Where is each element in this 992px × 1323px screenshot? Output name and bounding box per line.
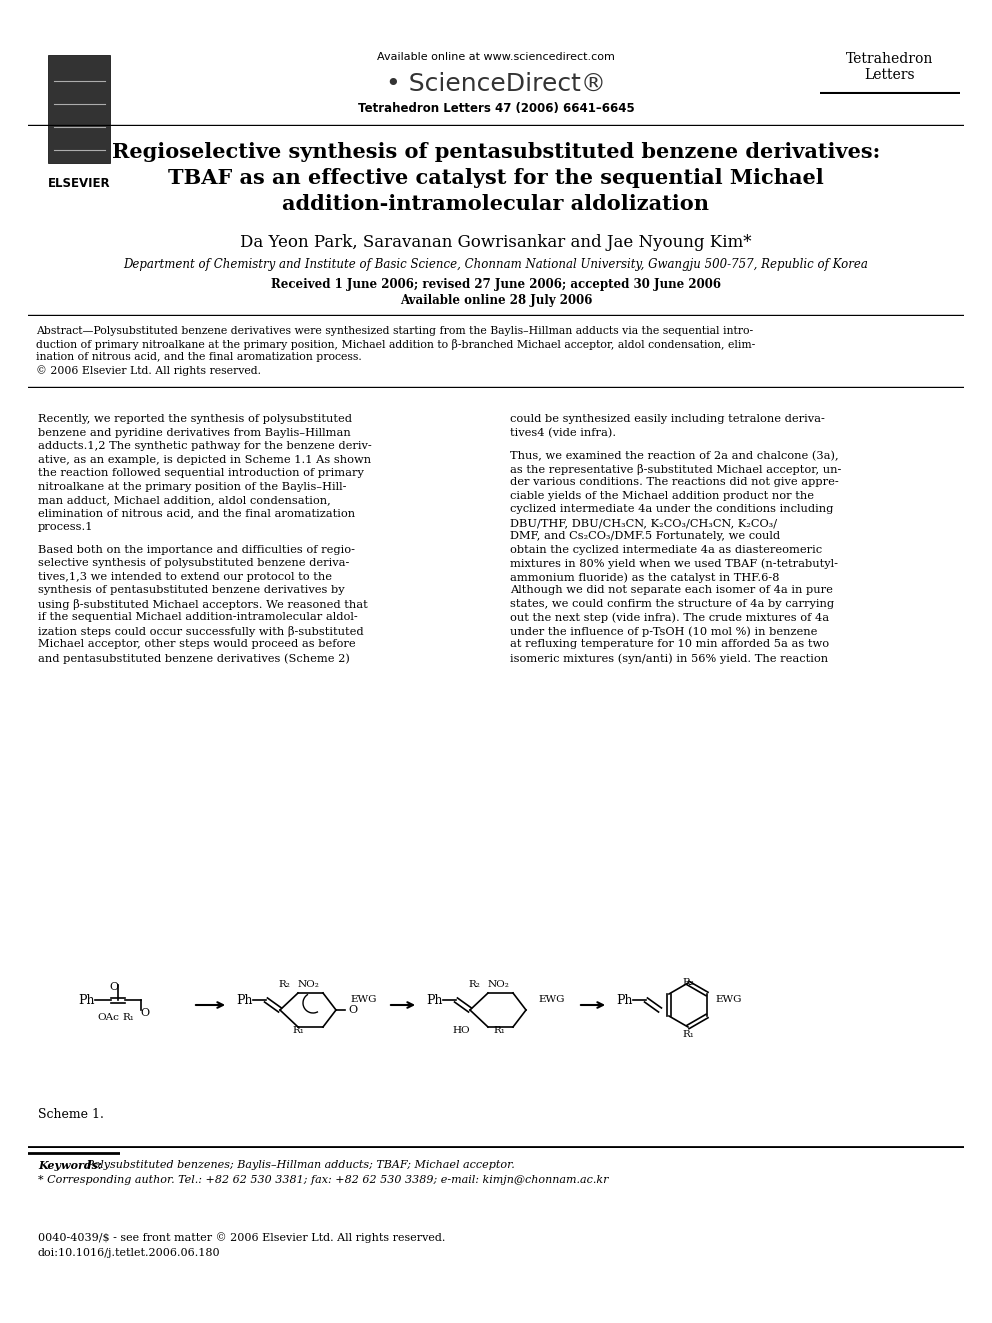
Text: isomeric mixtures (syn/anti) in 56% yield. The reaction: isomeric mixtures (syn/anti) in 56% yiel… <box>510 654 828 664</box>
Text: Tetrahedron Letters 47 (2006) 6641–6645: Tetrahedron Letters 47 (2006) 6641–6645 <box>358 102 634 115</box>
Text: cyclized intermediate 4a under the conditions including: cyclized intermediate 4a under the condi… <box>510 504 833 515</box>
Text: Regioselective synthesis of pentasubstituted benzene derivatives:: Regioselective synthesis of pentasubstit… <box>112 142 880 161</box>
Text: selective synthesis of polysubstituted benzene deriva-: selective synthesis of polysubstituted b… <box>38 558 349 569</box>
Text: Received 1 June 2006; revised 27 June 2006; accepted 30 June 2006: Received 1 June 2006; revised 27 June 20… <box>271 278 721 291</box>
Text: R₁: R₁ <box>122 1012 134 1021</box>
Text: Abstract—Polysubstituted benzene derivatives were synthesized starting from the : Abstract—Polysubstituted benzene derivat… <box>36 325 753 336</box>
Text: ination of nitrous acid, and the final aromatization process.: ination of nitrous acid, and the final a… <box>36 352 362 363</box>
Polygon shape <box>49 56 109 163</box>
Text: Although we did not separate each isomer of 4a in pure: Although we did not separate each isomer… <box>510 586 833 595</box>
Text: Tetrahedron: Tetrahedron <box>846 52 933 66</box>
Text: ative, as an example, is depicted in Scheme 1.1 As shown: ative, as an example, is depicted in Sch… <box>38 455 371 464</box>
Text: EWG: EWG <box>715 995 741 1004</box>
Text: R₁: R₁ <box>682 1031 694 1039</box>
Text: NO₂: NO₂ <box>488 980 510 990</box>
Text: using β-substituted Michael acceptors. We reasoned that: using β-substituted Michael acceptors. W… <box>38 599 368 610</box>
Text: DBU/THF, DBU/CH₃CN, K₂CO₃/CH₃CN, K₂CO₃/: DBU/THF, DBU/CH₃CN, K₂CO₃/CH₃CN, K₂CO₃/ <box>510 517 777 528</box>
Text: as the representative β-substituted Michael acceptor, un-: as the representative β-substituted Mich… <box>510 464 841 475</box>
Text: adducts.1,2 The synthetic pathway for the benzene deriv-: adducts.1,2 The synthetic pathway for th… <box>38 441 372 451</box>
Text: Based both on the importance and difficulties of regio-: Based both on the importance and difficu… <box>38 545 355 554</box>
Text: Department of Chemistry and Institute of Basic Science, Chonnam National Univers: Department of Chemistry and Institute of… <box>124 258 868 271</box>
Text: the reaction followed sequential introduction of primary: the reaction followed sequential introdu… <box>38 468 364 478</box>
Text: NO₂: NO₂ <box>298 980 319 990</box>
Text: O: O <box>109 982 119 992</box>
Text: DMF, and Cs₂CO₃/DMF.5 Fortunately, we could: DMF, and Cs₂CO₃/DMF.5 Fortunately, we co… <box>510 532 780 541</box>
Text: could be synthesized easily including tetralone deriva-: could be synthesized easily including te… <box>510 414 825 423</box>
Text: man adduct, Michael addition, aldol condensation,: man adduct, Michael addition, aldol cond… <box>38 495 330 505</box>
Text: R₂: R₂ <box>682 978 694 987</box>
Text: duction of primary nitroalkane at the primary position, Michael addition to β-br: duction of primary nitroalkane at the pr… <box>36 339 755 351</box>
Text: 0040-4039/$ - see front matter © 2006 Elsevier Ltd. All rights reserved.: 0040-4039/$ - see front matter © 2006 El… <box>38 1232 445 1242</box>
Text: Recently, we reported the synthesis of polysubstituted: Recently, we reported the synthesis of p… <box>38 414 352 423</box>
Text: R₂: R₂ <box>278 980 290 990</box>
Text: Thus, we examined the reaction of 2a and chalcone (3a),: Thus, we examined the reaction of 2a and… <box>510 450 838 460</box>
Text: obtain the cyclized intermediate 4a as diastereomeric: obtain the cyclized intermediate 4a as d… <box>510 545 822 554</box>
Text: out the next step (vide infra). The crude mixtures of 4a: out the next step (vide infra). The crud… <box>510 613 829 623</box>
Text: benzene and pyridine derivatives from Baylis–Hillman: benzene and pyridine derivatives from Ba… <box>38 427 351 438</box>
Text: R₁: R₁ <box>292 1027 304 1035</box>
Text: ELSEVIER: ELSEVIER <box>48 177 110 189</box>
Text: Keywords:: Keywords: <box>38 1160 102 1171</box>
Text: and pentasubstituted benzene derivatives (Scheme 2): and pentasubstituted benzene derivatives… <box>38 654 350 664</box>
Text: ammonium fluoride) as the catalyst in THF.6-8: ammonium fluoride) as the catalyst in TH… <box>510 572 780 582</box>
Text: Available online 28 July 2006: Available online 28 July 2006 <box>400 294 592 307</box>
Text: O: O <box>348 1005 357 1015</box>
Text: TBAF as an effective catalyst for the sequential Michael: TBAF as an effective catalyst for the se… <box>168 168 824 188</box>
Text: Ph: Ph <box>616 994 633 1007</box>
Text: tives,1,3 we intended to extend our protocol to the: tives,1,3 we intended to extend our prot… <box>38 572 332 582</box>
Text: Ph: Ph <box>236 994 253 1007</box>
Text: if the sequential Michael addition-intramolecular aldol-: if the sequential Michael addition-intra… <box>38 613 358 622</box>
Text: * Corresponding author. Tel.: +82 62 530 3381; fax: +82 62 530 3389; e-mail: kim: * Corresponding author. Tel.: +82 62 530… <box>38 1175 608 1185</box>
Text: states, we could confirm the structure of 4a by carrying: states, we could confirm the structure o… <box>510 599 834 609</box>
Text: Michael acceptor, other steps would proceed as before: Michael acceptor, other steps would proc… <box>38 639 355 650</box>
Text: • ScienceDirect®: • ScienceDirect® <box>386 71 606 97</box>
Text: synthesis of pentasubstituted benzene derivatives by: synthesis of pentasubstituted benzene de… <box>38 586 344 595</box>
Text: R₁: R₁ <box>493 1027 505 1035</box>
Text: O: O <box>141 1008 150 1017</box>
Text: Ph: Ph <box>427 994 443 1007</box>
Text: Da Yeon Park, Saravanan Gowrisankar and Jae Nyoung Kim*: Da Yeon Park, Saravanan Gowrisankar and … <box>240 234 752 251</box>
Text: OAc: OAc <box>97 1012 119 1021</box>
Text: Ph: Ph <box>78 994 95 1007</box>
Text: Letters: Letters <box>865 67 916 82</box>
Text: ciable yields of the Michael addition product nor the: ciable yields of the Michael addition pr… <box>510 491 814 501</box>
Text: © 2006 Elsevier Ltd. All rights reserved.: © 2006 Elsevier Ltd. All rights reserved… <box>36 365 261 376</box>
Text: process.1: process.1 <box>38 523 93 532</box>
Text: HO: HO <box>452 1027 470 1035</box>
Text: at refluxing temperature for 10 min afforded 5a as two: at refluxing temperature for 10 min affo… <box>510 639 829 650</box>
Text: EWG: EWG <box>350 995 377 1004</box>
Text: nitroalkane at the primary position of the Baylis–Hill-: nitroalkane at the primary position of t… <box>38 482 346 492</box>
Text: EWG: EWG <box>538 995 564 1004</box>
Text: der various conditions. The reactions did not give appre-: der various conditions. The reactions di… <box>510 478 839 487</box>
Text: Polysubstituted benzenes; Baylis–Hillman adducts; TBAF; Michael acceptor.: Polysubstituted benzenes; Baylis–Hillman… <box>83 1160 515 1170</box>
Text: doi:10.1016/j.tetlet.2006.06.180: doi:10.1016/j.tetlet.2006.06.180 <box>38 1248 220 1258</box>
Text: tives4 (vide infra).: tives4 (vide infra). <box>510 427 616 438</box>
Text: Scheme 1.: Scheme 1. <box>38 1107 104 1121</box>
Text: elimination of nitrous acid, and the final aromatization: elimination of nitrous acid, and the fin… <box>38 508 355 519</box>
Text: Available online at www.sciencedirect.com: Available online at www.sciencedirect.co… <box>377 52 615 62</box>
Text: addition-intramolecular aldolization: addition-intramolecular aldolization <box>283 194 709 214</box>
Text: under the influence of p-TsOH (10 mol %) in benzene: under the influence of p-TsOH (10 mol %)… <box>510 626 817 636</box>
Text: ization steps could occur successfully with β-substituted: ization steps could occur successfully w… <box>38 626 364 636</box>
Text: R₂: R₂ <box>468 980 480 990</box>
Text: mixtures in 80% yield when we used TBAF (n-tetrabutyl-: mixtures in 80% yield when we used TBAF … <box>510 558 838 569</box>
